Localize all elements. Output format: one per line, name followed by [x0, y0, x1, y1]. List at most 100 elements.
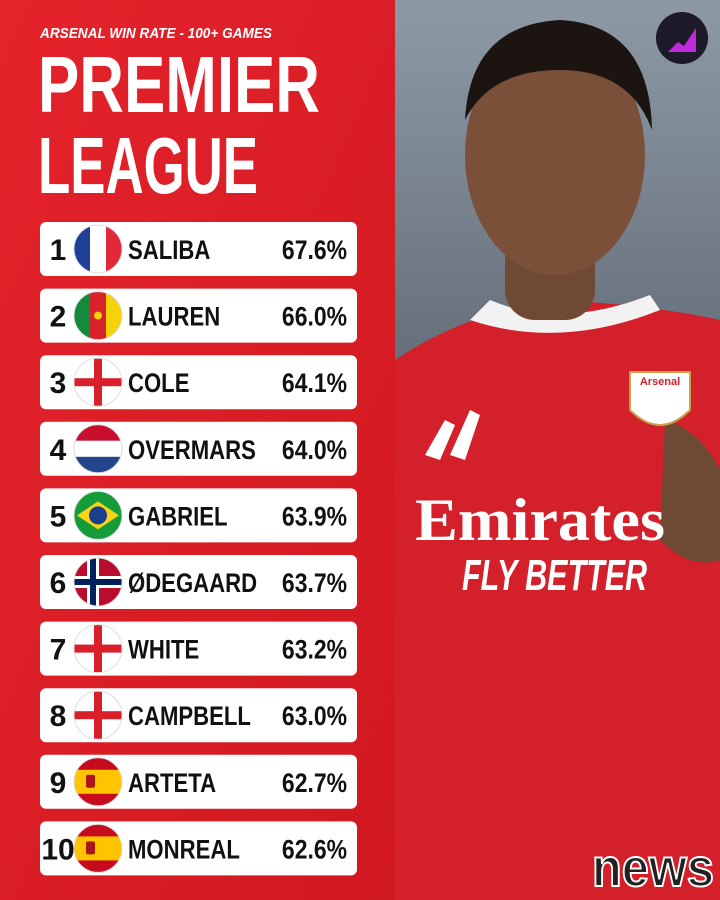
flag-part: [74, 424, 122, 441]
flag-part: [86, 774, 95, 788]
ranking-row: 7 WHITE 63.2%: [40, 621, 357, 676]
row-card: [40, 222, 357, 276]
ranking-row: 6 ØDEGAARD 63.7%: [40, 555, 357, 609]
title-line: PREMIER: [38, 40, 320, 129]
flag: [74, 691, 122, 740]
rank: 3: [50, 367, 67, 400]
ranking-row: 10 MONREAL 62.6%: [40, 821, 357, 876]
flag-border: [73, 624, 123, 674]
flag-part: [106, 225, 122, 273]
player-name: ARTETA: [128, 769, 216, 799]
shirt: [395, 300, 720, 900]
flag-border: [73, 291, 123, 341]
flag: [74, 824, 122, 873]
flag-part: [74, 579, 122, 585]
win-rate: 63.9%: [282, 502, 347, 532]
flag-border: [73, 490, 123, 540]
slogan: FLY BETTER: [462, 551, 647, 600]
ranking-list: 1 SALIBA 67.6% 2 LAUREN 66.0% 3 COLE 64.1% 4 OVERM…: [40, 222, 357, 876]
win-rate: 63.2%: [282, 635, 347, 665]
rank: 2: [50, 301, 67, 334]
flag-part: [74, 769, 122, 794]
ranking-row: 4 OVERMARS 64.0%: [40, 421, 357, 476]
player-name: MONREAL: [128, 835, 240, 865]
win-rate: 64.1%: [282, 368, 347, 398]
flag-part: [90, 225, 106, 273]
flag-part: [89, 506, 107, 525]
row-card: [40, 754, 357, 809]
rank: 10: [41, 833, 74, 866]
flag: [74, 291, 122, 340]
flag-part: [74, 456, 122, 473]
player-name: WHITE: [128, 636, 199, 666]
flag: [74, 491, 122, 540]
hand: [660, 420, 720, 563]
flag: [74, 558, 122, 606]
flag-border: [73, 424, 123, 474]
player-photo: Arsenal Emirates FLY BETTER: [395, 0, 720, 900]
ranking-row: 5 GABRIEL 63.9%: [40, 488, 357, 543]
player-name: ØDEGAARD: [128, 569, 257, 599]
win-rate: 63.7%: [282, 568, 347, 598]
flag-part: [86, 841, 95, 855]
flag-border: [73, 224, 123, 274]
flag-border: [73, 823, 123, 873]
flag-part: [74, 378, 122, 387]
flag: [74, 624, 122, 673]
subtitle: ARSENAL WIN RATE - 100+ GAMES: [39, 25, 272, 42]
row-card: [40, 288, 357, 343]
rank: 6: [50, 567, 67, 600]
flag-part: [74, 711, 122, 720]
rank: 4: [50, 434, 67, 467]
rank: 7: [50, 634, 67, 667]
flag-part: [106, 291, 122, 340]
row-card: [40, 421, 357, 476]
flag-border: [73, 757, 123, 807]
rank: 9: [50, 767, 67, 800]
win-rate: 63.0%: [282, 701, 347, 731]
flag: [74, 358, 122, 407]
ranking-row: 8 CAMPBELL 63.0%: [40, 688, 357, 743]
flag-part: [74, 836, 122, 861]
hair: [465, 20, 652, 130]
row-card: [40, 488, 357, 543]
logo: [656, 12, 708, 64]
ranking-row: 1 SALIBA 67.6%: [40, 222, 357, 276]
rank: 5: [50, 500, 67, 533]
player-name: COLE: [128, 369, 189, 399]
row-card: [40, 355, 357, 410]
win-rate: 64.0%: [282, 435, 347, 465]
win-rate: 62.6%: [282, 835, 347, 865]
flag-border: [73, 357, 123, 407]
flag-border: [73, 690, 123, 740]
flag: [74, 757, 122, 806]
watermark: news: [592, 838, 714, 898]
brand-logo: [425, 410, 480, 460]
ranking-row: 2 LAUREN 66.0%: [40, 288, 357, 343]
player-name: GABRIEL: [128, 502, 228, 532]
flag-part: [74, 291, 90, 340]
row-card: [40, 621, 357, 676]
ranking-row: 9 ARTETA 62.7%: [40, 754, 357, 809]
win-rate: 62.7%: [282, 768, 347, 798]
flag: [74, 225, 122, 273]
win-rate: 66.0%: [282, 302, 347, 332]
player-name: OVERMARS: [128, 436, 256, 466]
head: [465, 35, 645, 275]
player-name: CAMPBELL: [128, 702, 251, 732]
ranking-row: 3 COLE 64.1%: [40, 355, 357, 410]
row-card: [40, 688, 357, 743]
flag-part: [74, 644, 122, 653]
sponsor: Emirates: [415, 487, 665, 553]
rank: 1: [50, 234, 67, 267]
logo-mark: [668, 28, 696, 52]
crest-shield: [629, 371, 691, 426]
player-name: LAUREN: [128, 303, 220, 333]
title-line: LEAGUE: [38, 121, 258, 210]
flag: [74, 424, 122, 473]
flag-border: [73, 557, 123, 607]
row-card: [40, 555, 357, 609]
flag-part: [74, 440, 122, 457]
